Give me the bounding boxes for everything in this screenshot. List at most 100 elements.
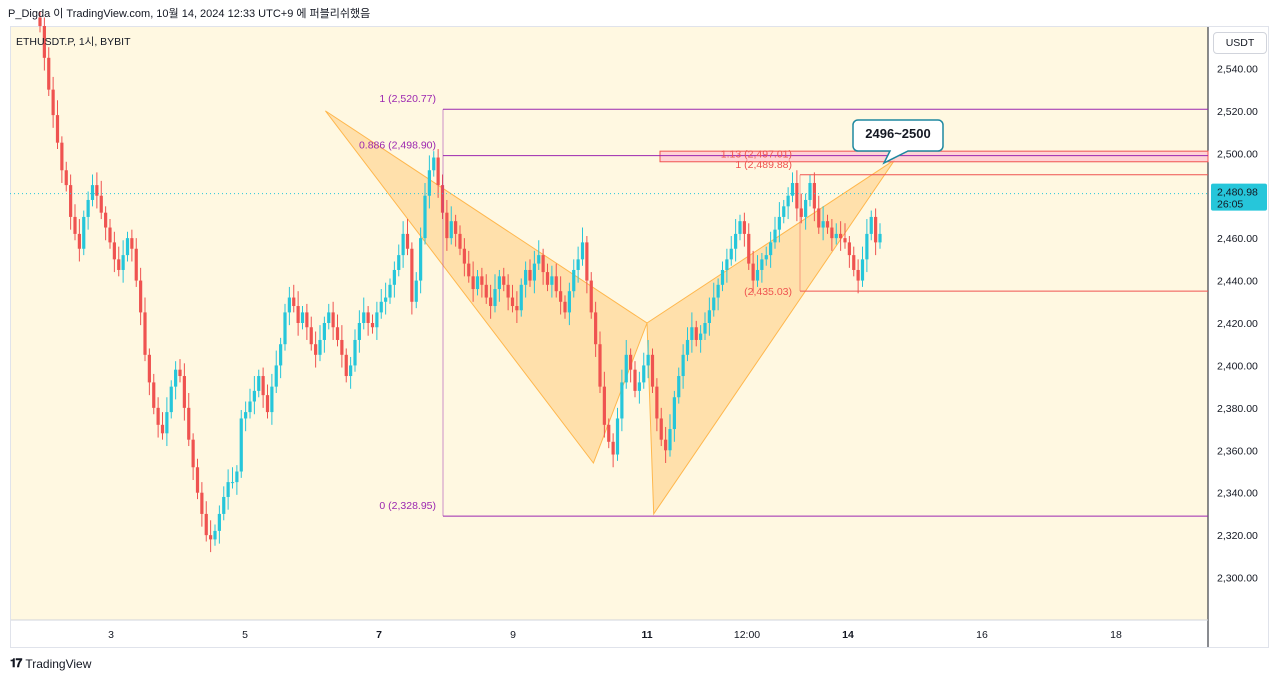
candle-body [808, 182, 812, 200]
candle-body [502, 276, 506, 285]
candle-body [677, 376, 681, 398]
candle-body [843, 238, 847, 243]
candle-body [349, 365, 353, 377]
x-tick-label: 14 [842, 629, 854, 641]
currency-button[interactable]: USDT [1213, 32, 1267, 54]
publish-line: P_Digda 이 TradingView.com, 10월 14, 2024 … [8, 8, 371, 20]
candle-body [82, 216, 86, 249]
candle-body [344, 354, 348, 377]
candle-body [554, 276, 558, 292]
x-tick-label: 11 [641, 629, 652, 641]
x-tick-label: 18 [1110, 629, 1122, 641]
candle-body [847, 242, 851, 256]
candle-body [340, 339, 344, 355]
candle-body [86, 199, 90, 217]
candle-body [773, 229, 777, 243]
candle-body [510, 297, 515, 307]
candle-body [475, 276, 480, 290]
y-tick-label: 2,520.00 [1217, 106, 1258, 118]
candle-body [878, 233, 882, 243]
candle-body [397, 255, 401, 270]
candle-body [747, 233, 751, 264]
candle-body [642, 365, 646, 383]
candle-body [200, 492, 204, 514]
candle-body [865, 233, 869, 260]
candle-body [712, 297, 716, 311]
y-tick-label: 2,360.00 [1217, 445, 1258, 457]
candle-body [589, 280, 593, 313]
candle-body [629, 354, 633, 370]
candle-body [436, 157, 440, 186]
candle-body [134, 248, 138, 281]
candle-body [73, 216, 77, 234]
candle-body [856, 269, 860, 281]
candle-body [720, 269, 725, 285]
candle-body [248, 401, 252, 413]
x-axis-area [10, 620, 1208, 647]
candle-body [64, 170, 68, 186]
candle-body [174, 369, 178, 387]
candle-body [690, 327, 694, 340]
candle-body [602, 386, 606, 425]
y-tick-label: 2,500.00 [1217, 148, 1258, 160]
candle-body [699, 333, 703, 340]
candle-body [790, 182, 795, 196]
candle-body [620, 382, 624, 419]
y-tick-label: 2,380.00 [1217, 403, 1258, 415]
candle-body [681, 354, 685, 377]
candle-body [532, 263, 536, 281]
candle-body [506, 284, 510, 298]
candle-body [462, 248, 466, 264]
candle-body [760, 259, 764, 270]
candle-body [725, 259, 729, 270]
candle-body [335, 327, 340, 340]
candle-body [279, 344, 283, 366]
symbol-label[interactable]: ETHUSDT.P, 1시, BYBIT [16, 36, 131, 48]
candle-body [379, 301, 383, 313]
candle-body [734, 233, 738, 249]
candle-body [755, 269, 760, 281]
candle-body [559, 291, 563, 302]
candle-body [471, 276, 475, 290]
candle-body [160, 424, 165, 434]
candle-body [664, 439, 668, 451]
y-tick-label: 2,420.00 [1217, 318, 1258, 330]
candle-body [804, 199, 808, 217]
candle-body [668, 429, 672, 451]
candle-body [567, 291, 571, 313]
candle-body [598, 344, 602, 387]
price-badge-value: 2,480.98 [1217, 187, 1258, 199]
candle-body [423, 195, 427, 239]
candle-body [318, 339, 322, 355]
candle-body [121, 255, 125, 270]
x-tick-label: 12:00 [734, 629, 760, 641]
candle-body [563, 301, 567, 313]
candle-body [362, 312, 366, 323]
callout-bubble [852, 119, 944, 165]
candle-body [445, 212, 449, 239]
x-tick-label: 16 [976, 629, 988, 641]
candle-body [414, 280, 418, 302]
candle-body [467, 263, 471, 277]
candle-body [261, 376, 265, 396]
candle-body [427, 170, 431, 196]
candle-body [139, 280, 143, 313]
candle-body [331, 312, 335, 328]
candle-body [537, 255, 541, 264]
candle-body [449, 221, 453, 239]
candle-body [230, 482, 235, 484]
candle-body [646, 354, 650, 366]
footer[interactable]: 𝟏𝟕 TradingView [10, 656, 91, 671]
candle-body [405, 233, 410, 249]
candle-body [541, 255, 545, 273]
candle-body [226, 482, 230, 497]
candle-body [314, 344, 318, 355]
tradingview-logo-icon: 𝟏𝟕 [10, 656, 22, 670]
candle-body [497, 276, 501, 290]
candle-body [860, 259, 865, 281]
candle-body [458, 233, 462, 249]
candle-body [169, 386, 173, 413]
candle-body [182, 376, 186, 408]
candle-body [821, 221, 825, 228]
candle-body [650, 354, 655, 387]
